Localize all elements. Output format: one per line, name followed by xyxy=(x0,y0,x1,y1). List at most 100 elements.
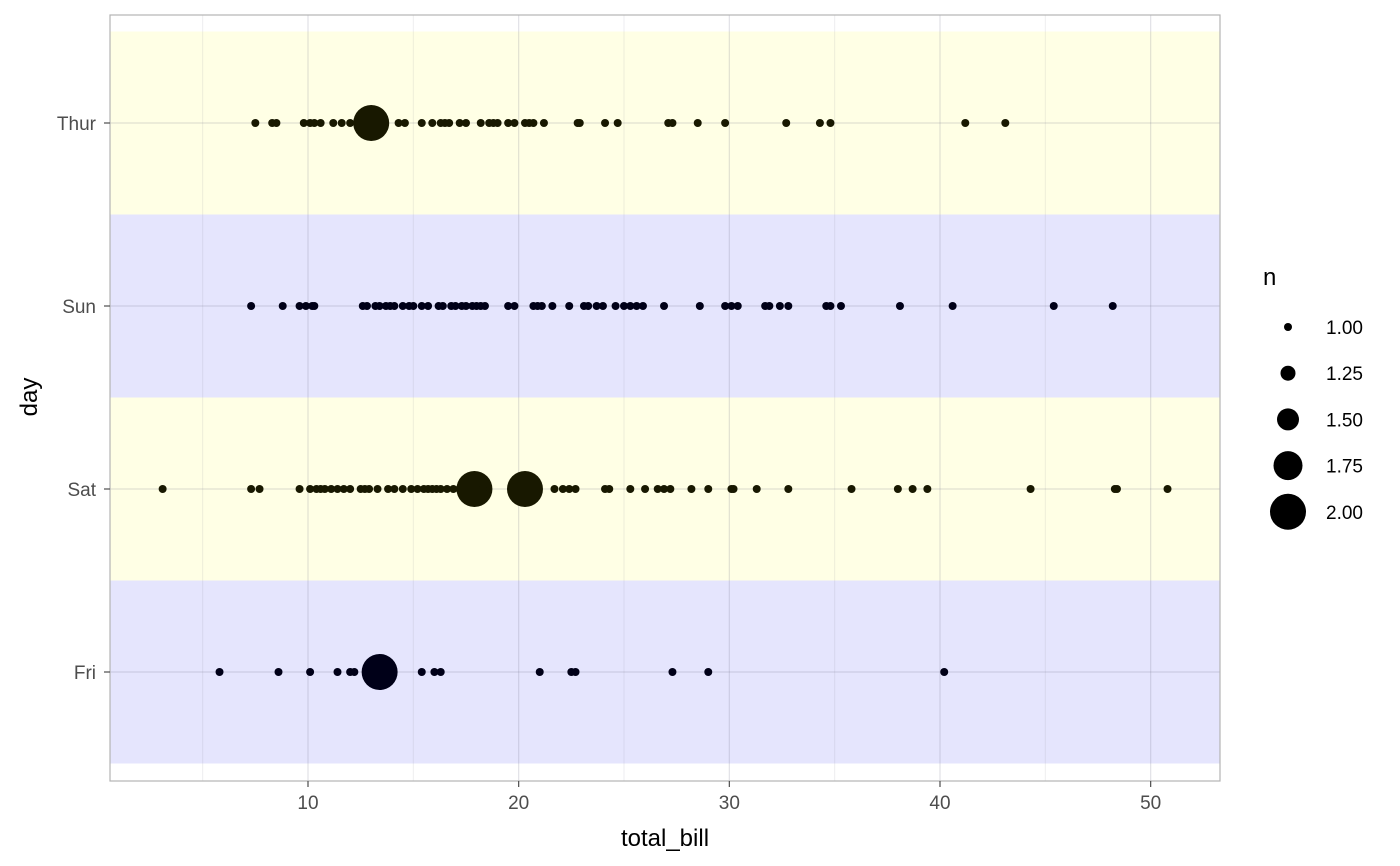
x-tick-label: 50 xyxy=(1140,793,1161,814)
data-point xyxy=(504,119,513,127)
data-point xyxy=(961,119,970,127)
data-point xyxy=(449,485,458,493)
data-point xyxy=(373,485,382,493)
legend-label: 2.00 xyxy=(1326,503,1363,524)
data-point xyxy=(398,302,407,310)
data-point xyxy=(620,302,628,310)
data-point xyxy=(361,654,398,690)
data-point xyxy=(247,485,256,493)
data-point xyxy=(346,485,355,493)
data-point xyxy=(506,471,543,507)
data-point xyxy=(815,119,824,127)
data-point xyxy=(565,302,574,310)
data-point xyxy=(329,119,338,127)
legend-key xyxy=(1273,451,1303,481)
data-point xyxy=(940,668,949,676)
data-point xyxy=(462,119,470,127)
data-point xyxy=(295,302,304,310)
data-point xyxy=(687,485,696,493)
data-point xyxy=(668,668,677,676)
data-point xyxy=(451,302,460,310)
data-point xyxy=(306,485,315,493)
legend-label: 1.00 xyxy=(1326,318,1363,339)
data-point xyxy=(438,302,447,310)
data-point xyxy=(301,302,310,310)
data-point xyxy=(826,302,835,310)
data-point xyxy=(721,302,730,310)
data-point xyxy=(895,302,904,310)
x-tick-label: 20 xyxy=(508,793,529,814)
data-point xyxy=(836,302,845,310)
y-axis: Fri Sat Sun Thur xyxy=(57,114,110,684)
legend-title: n xyxy=(1263,264,1276,291)
data-point xyxy=(948,302,957,310)
data-point xyxy=(847,485,856,493)
data-point xyxy=(704,668,713,676)
data-point xyxy=(398,485,407,493)
data-point xyxy=(653,485,662,493)
series-sat xyxy=(158,471,1172,507)
data-point xyxy=(539,119,548,127)
data-point xyxy=(247,302,256,310)
data-point xyxy=(632,302,641,310)
data-point xyxy=(704,485,713,493)
data-point xyxy=(278,302,287,310)
data-point xyxy=(424,302,433,310)
data-point xyxy=(428,119,437,127)
size-legend: n 1.00 1.25 1.50 1.75 2.00 xyxy=(1263,264,1363,530)
data-point xyxy=(346,119,355,127)
data-point xyxy=(529,119,538,127)
data-point xyxy=(215,668,224,676)
data-point xyxy=(337,119,346,127)
data-point xyxy=(1108,302,1117,310)
legend-label: 1.50 xyxy=(1326,410,1363,431)
data-point xyxy=(295,485,304,493)
data-point xyxy=(455,119,464,127)
data-point xyxy=(333,485,342,493)
data-point xyxy=(375,302,384,310)
data-point xyxy=(782,119,791,127)
plot-panel xyxy=(109,14,1221,782)
data-point xyxy=(430,668,439,676)
data-point xyxy=(1026,485,1035,493)
data-point xyxy=(320,485,329,493)
data-point xyxy=(480,302,489,310)
data-point xyxy=(565,485,574,493)
data-point xyxy=(668,119,677,127)
data-point xyxy=(598,302,607,310)
data-point xyxy=(535,668,544,676)
data-point xyxy=(784,485,793,493)
series-fri xyxy=(215,654,949,690)
data-point xyxy=(733,302,742,310)
data-point xyxy=(436,668,445,676)
data-point xyxy=(826,119,835,127)
data-point xyxy=(255,485,264,493)
y-tick-label: Fri xyxy=(74,663,96,684)
data-point xyxy=(1001,119,1010,127)
data-point xyxy=(752,485,761,493)
data-point xyxy=(384,485,393,493)
data-point xyxy=(417,119,426,127)
data-point xyxy=(390,302,399,310)
data-point xyxy=(1163,485,1172,493)
data-point xyxy=(306,668,315,676)
legend-key xyxy=(1277,408,1299,431)
data-point xyxy=(274,668,283,676)
data-point xyxy=(601,119,610,127)
data-point xyxy=(339,485,348,493)
data-point xyxy=(456,471,493,507)
data-point xyxy=(626,485,635,493)
data-point xyxy=(660,302,669,310)
data-point xyxy=(333,668,342,676)
data-point xyxy=(550,485,559,493)
data-point xyxy=(327,485,336,493)
legend-label: 1.25 xyxy=(1326,364,1363,385)
data-point xyxy=(272,119,281,127)
data-point xyxy=(592,302,601,310)
data-point xyxy=(390,485,399,493)
data-point xyxy=(571,668,580,676)
data-point xyxy=(299,119,308,127)
data-point xyxy=(558,485,567,493)
data-point xyxy=(462,302,470,310)
data-point xyxy=(638,302,647,310)
